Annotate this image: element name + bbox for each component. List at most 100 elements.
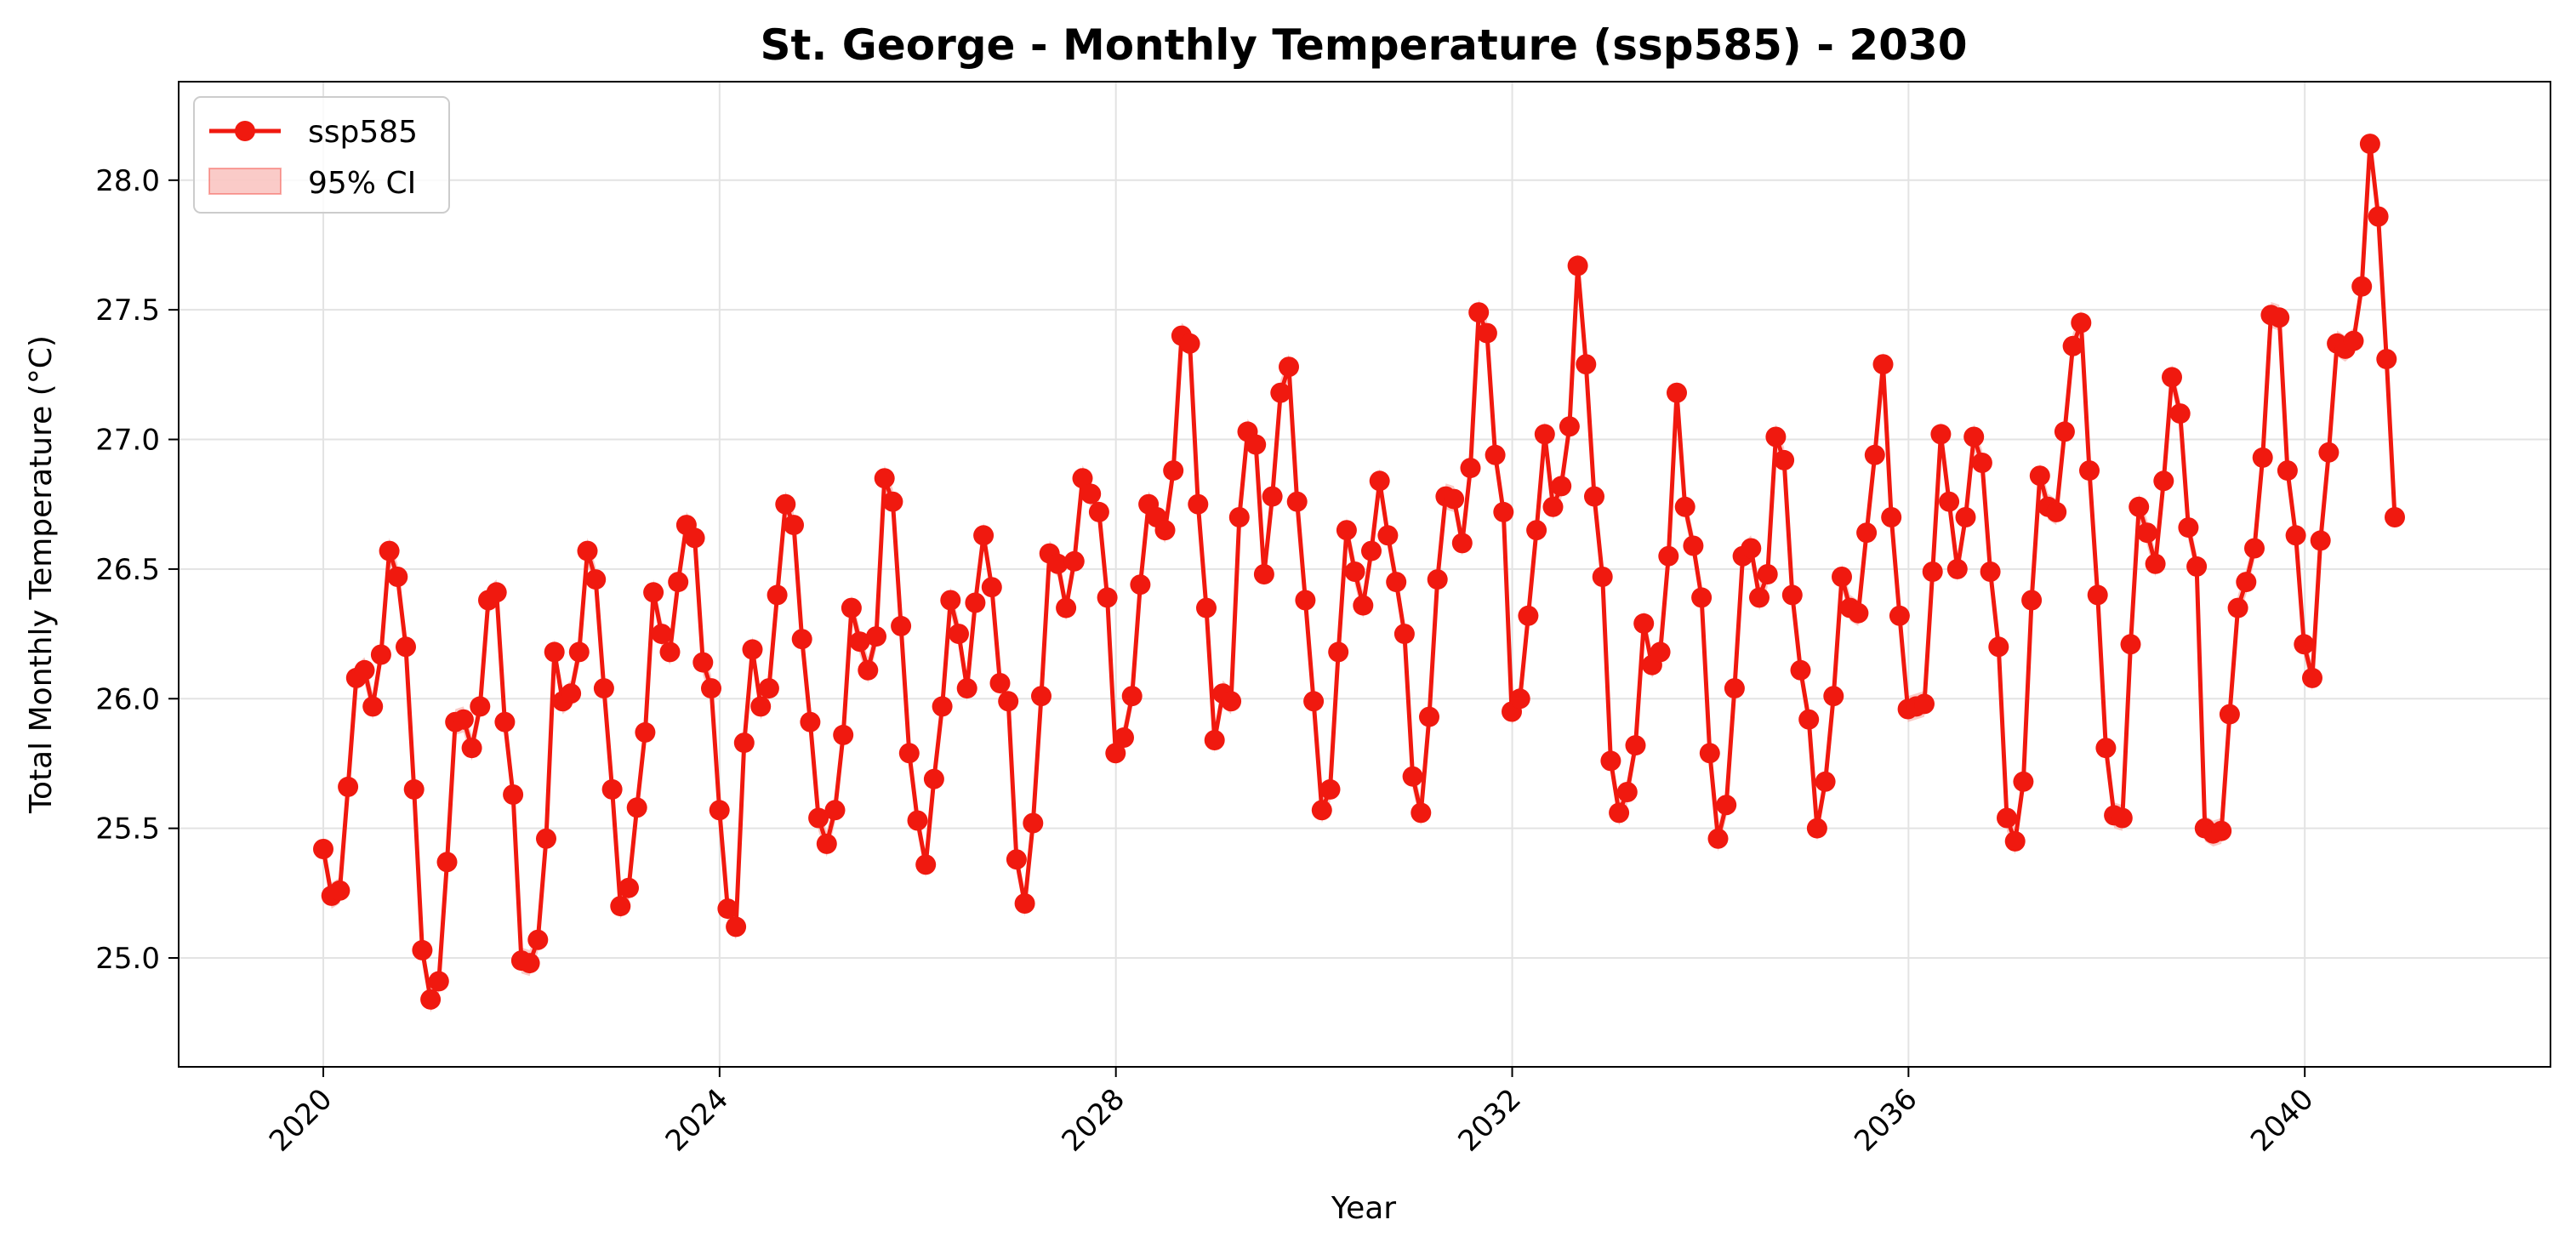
data-point — [2120, 634, 2141, 655]
data-point — [1526, 520, 1547, 541]
data-point — [949, 624, 969, 645]
data-point — [618, 877, 639, 898]
data-point — [858, 659, 879, 681]
data-point — [758, 678, 779, 699]
data-point — [1955, 507, 1976, 527]
data-point — [1451, 533, 1473, 554]
data-point — [486, 582, 507, 603]
data-point — [841, 597, 862, 618]
data-point — [1377, 525, 1399, 546]
data-point — [2062, 335, 2083, 356]
data-point — [1402, 766, 1423, 787]
data-point — [2071, 312, 2092, 333]
data-point — [2211, 820, 2232, 841]
data-point — [1286, 491, 1308, 512]
data-point — [659, 641, 681, 663]
data-point — [1988, 636, 2009, 658]
data-point — [1188, 493, 1209, 515]
y-tick-label: 27.5 — [95, 294, 160, 328]
data-point — [726, 916, 747, 938]
data-point — [1765, 426, 1787, 447]
data-point — [1427, 569, 1448, 590]
data-point — [1014, 893, 1035, 914]
data-point — [1460, 458, 1481, 479]
data-point — [2046, 501, 2067, 522]
data-point — [1196, 597, 1217, 618]
legend: ssp585 95% CI — [193, 96, 450, 214]
data-point — [1130, 574, 1151, 596]
data-point — [1616, 782, 1638, 802]
data-point — [1088, 501, 1109, 522]
data-point — [1881, 507, 1902, 527]
data-point — [494, 711, 516, 732]
data-point — [403, 778, 425, 800]
data-point — [1724, 678, 1745, 699]
data-point — [2269, 307, 2290, 328]
y-axis-ticks: 25.0 25.5 26.0 26.5 27.0 27.5 28.0 — [95, 164, 179, 976]
x-axis-ticks: 2020 2024 2028 2032 2036 2040 — [263, 1067, 2321, 1159]
data-point — [2302, 667, 2322, 688]
data-point — [461, 738, 482, 759]
data-point — [2318, 442, 2339, 463]
data-point — [2285, 525, 2306, 546]
series-markers — [313, 134, 2405, 1010]
data-point — [1757, 564, 1778, 584]
data-point — [519, 953, 540, 974]
y-tick-label: 26.5 — [95, 553, 160, 587]
data-point — [1848, 602, 1869, 624]
data-point — [1741, 538, 1762, 559]
data-point — [1311, 800, 1332, 821]
data-point — [420, 989, 442, 1010]
data-point — [981, 577, 1002, 598]
x-tick-label: 2020 — [263, 1082, 339, 1158]
data-point — [1790, 659, 1811, 681]
data-point — [1444, 488, 1465, 510]
data-point — [1946, 558, 1968, 579]
data-point — [561, 683, 582, 704]
data-point — [2244, 538, 2265, 559]
data-point — [2021, 590, 2043, 611]
data-point — [1319, 778, 1341, 800]
data-point — [610, 896, 631, 917]
data-point — [536, 828, 556, 849]
data-point — [1798, 709, 1820, 730]
data-point — [370, 644, 391, 665]
data-point — [2013, 771, 2034, 792]
data-point — [2087, 584, 2108, 606]
data-point — [1279, 356, 1299, 378]
data-point — [313, 839, 333, 859]
y-tick-label: 28.0 — [95, 164, 160, 198]
data-point — [1369, 470, 1390, 492]
x-tick-label: 2032 — [1451, 1082, 1527, 1158]
plot-frame — [178, 81, 2551, 1068]
data-point — [956, 678, 977, 699]
data-point — [2004, 830, 2026, 852]
data-point — [1295, 590, 1316, 611]
data-point — [2095, 738, 2117, 759]
data-point — [1609, 802, 1630, 824]
data-point — [1105, 743, 1126, 764]
data-point — [1253, 564, 1274, 584]
data-point — [1419, 706, 1439, 727]
data-point — [1864, 444, 1885, 465]
data-point — [1006, 849, 1027, 870]
data-point — [396, 636, 416, 658]
data-point — [874, 468, 895, 489]
data-point — [1336, 520, 1357, 541]
data-point — [808, 807, 829, 829]
data-point — [1270, 382, 1291, 403]
data-point — [1872, 354, 1894, 375]
data-point — [1832, 567, 1852, 587]
data-point — [816, 833, 837, 854]
data-point — [387, 567, 408, 587]
data-point — [1889, 605, 1910, 626]
data-point — [717, 898, 738, 920]
data-point — [1353, 595, 1374, 616]
data-point — [1518, 605, 1539, 626]
data-point — [1097, 587, 1118, 608]
data-point — [379, 540, 400, 561]
data-point — [866, 626, 886, 647]
data-point — [2359, 134, 2380, 155]
data-point — [1361, 540, 1382, 561]
data-point — [1781, 584, 1803, 606]
